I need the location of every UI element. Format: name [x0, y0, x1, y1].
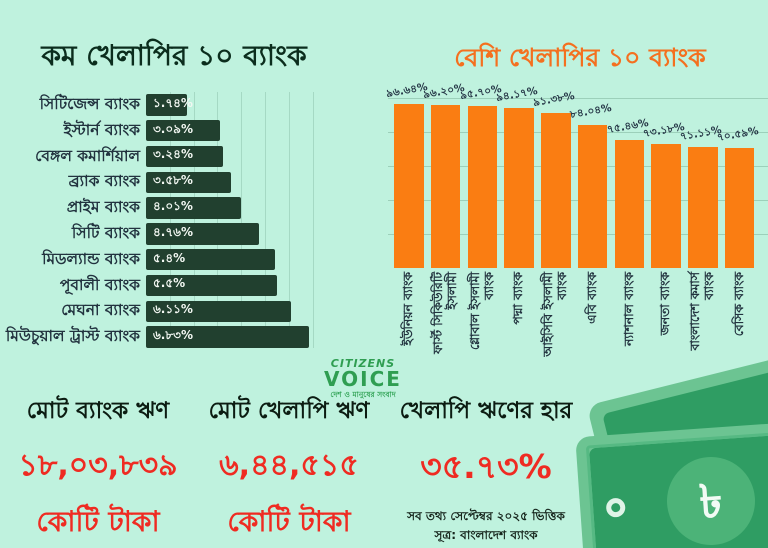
bank-name-label: বেঙ্গল কমার্শিয়াল	[35, 146, 140, 165]
stat-unit: কোটি টাকা	[227, 505, 351, 538]
bank-name-label: ফার্স্ট সিকিউরিটি ইসলামী	[431, 272, 459, 354]
source-note: সূত্র: বাংলাদেশ ব্যাংক	[434, 527, 538, 542]
left-chart-row: মিডল্যান্ড ব্যাংক ৫.৪%	[0, 247, 360, 273]
left-chart-row: প্রাইম ব্যাংক ৪.০১%	[0, 195, 360, 221]
stat-unit: কোটি টাকা	[36, 505, 160, 538]
low-default-bar: ৩.০৯%	[146, 119, 220, 142]
bank-name-label: আইসিবি ইসলামী ব্যাংক	[541, 272, 569, 357]
high-default-bar	[577, 125, 608, 268]
stat-value: ১৮,০৩,৮৩৯	[18, 448, 178, 483]
left-chart-row: ব্র্যাক ব্যাংক ৩.৫৮%	[0, 169, 360, 195]
bank-name-label: মেঘনা ব্যাংক	[61, 301, 140, 320]
left-chart-gridline	[288, 92, 290, 348]
bank-name-label: জনতা ব্যাংক	[658, 272, 673, 336]
left-chart-gridline	[241, 92, 243, 348]
stat-value: ৩৫.৭৩%	[420, 447, 552, 486]
low-default-bar: ৩.২৪%	[146, 145, 224, 168]
bank-name-label: এবি ব্যাংক	[584, 272, 599, 324]
left-chart-row: মেঘনা ব্যাংক ৬.১১%	[0, 298, 360, 324]
left-chart-row: পূবালী ব্যাংক ৫.৫%	[0, 273, 360, 299]
left-chart-gridline	[169, 92, 171, 348]
bank-name-label: পদ্মা ব্যাংক	[511, 272, 526, 325]
bank-name-label: মিউচুয়াল ট্রাস্ট ব্যাংক	[5, 327, 140, 346]
banknote-front: ৳	[575, 419, 768, 548]
low-default-bar: ১.৭৪%	[146, 94, 193, 116]
low-default-bar: ৬.৮৩%	[146, 326, 309, 348]
bank-name-label: সিটিজেন্স ব্যাংক	[39, 95, 140, 113]
stat-label: খেলাপি ঋণের হার	[399, 398, 573, 424]
high-default-banks-chart: ৯৬.৬৪% ইউনিয়ন ব্যাংক ৯৬.২০% ফার্স্ট সিকিউর…	[384, 81, 768, 380]
left-chart-row: সিটি ব্যাংক ৪.৭৬%	[0, 221, 360, 247]
logo-brand-main: VOICE	[324, 367, 402, 391]
left-chart-gridline	[217, 92, 219, 348]
stat-value: ৬,৪৪,৫১৫	[219, 448, 359, 483]
low-default-banks-chart: সিটিজেন্স ব্যাংক ১.৭৪% ইস্টার্ন ব্যাংক ৩.০৯…	[0, 92, 360, 354]
taka-symbol-icon: ৳	[697, 473, 725, 529]
left-chart-gridline	[312, 92, 314, 348]
low-default-bar: ৬.১১%	[146, 300, 292, 323]
stat-label: মোট ব্যাংক ঋণ	[26, 398, 170, 424]
low-default-bar: ৫.৫%	[146, 274, 277, 297]
bar-value-label: ৪.০১%	[153, 199, 193, 214]
right-chart-gridline	[388, 98, 768, 100]
bank-name-label: ন্যাশনাল ব্যাংক	[621, 272, 636, 346]
bar-value-label: ১.৭৪%	[153, 95, 193, 110]
high-default-bar	[467, 105, 497, 268]
low-default-bar: ৪.৭৬%	[146, 223, 260, 245]
high-default-bar	[394, 104, 424, 268]
low-default-bar: ৩.৫৮%	[146, 171, 232, 194]
citizens-voice-logo: CITIZENS VOICE দেশ ও মানুষের সংবাদ	[308, 358, 418, 400]
bank-name-label: বাংলাদেশ কমার্স ব্যাংক	[688, 272, 716, 351]
left-chart-row: মিউচুয়াল ট্রাস্ট ব্যাংক ৬.৮৩%	[0, 324, 360, 350]
high-default-bar	[504, 108, 534, 268]
left-chart-gridline	[265, 92, 266, 348]
high-default-bar	[430, 104, 461, 268]
high-default-bar	[614, 139, 644, 268]
left-chart-row: সিটিজেন্স ব্যাংক ১.৭৪%	[0, 92, 360, 118]
stat-total-bank-loans: মোট ব্যাংক ঋণ ১৮,০৩,৮৩৯ কোটি টাকা	[6, 392, 190, 547]
bar-value-label: ৫.৫%	[153, 276, 186, 291]
high-default-bar	[541, 112, 571, 268]
high-default-bar	[688, 147, 718, 268]
logo-brand-top: CITIZENS	[330, 357, 396, 370]
bar-value-label: ৩.৫৮%	[153, 173, 193, 188]
bank-name-label: পূবালী ব্যাংক	[59, 275, 140, 294]
bar-value-label: ৩.২৪%	[153, 147, 193, 162]
logo-tagline: দেশ ও মানুষের সংবাদ	[330, 390, 396, 399]
left-chart-row: ইস্টার্ন ব্যাংক ৩.০৯%	[0, 118, 360, 144]
bank-name-label: ইউনিয়ন ব্যাংক	[401, 272, 415, 346]
data-basis-note: সব তথ্য সেপ্টেম্বর ২০২৫ ভিত্তিক	[407, 509, 565, 523]
high-default-bar	[651, 143, 681, 268]
bank-name-label: প্রাইম ব্যাংক	[66, 198, 140, 217]
left-chart-row: বেঙ্গল কমার্শিয়াল ৩.২৪%	[0, 144, 360, 170]
bar-value-label: ৩.০৯%	[153, 121, 193, 136]
bank-name-label: বেসিক ব্যাংক	[731, 272, 746, 337]
bank-name-label: মিডল্যান্ড ব্যাংক	[42, 249, 140, 268]
bar-value-label: ৪.৭৬%	[153, 224, 193, 239]
bank-name-label: সিটি ব্যাংক	[71, 224, 140, 242]
right-chart-title: বেশি খেলাপির ১০ ব্যাংক	[454, 43, 706, 72]
left-chart-title: কম খেলাপির ১০ ব্যাংক	[41, 39, 307, 72]
bar-value-label: ৬.৮৩%	[153, 328, 193, 343]
left-chart-gridline	[193, 92, 195, 348]
bar-value-label: ৬.১১%	[153, 302, 193, 317]
stat-total-default-loans: মোট খেলাপি ঋণ ৬,৪৪,৫১৫ কোটি টাকা	[194, 392, 384, 547]
bank-name-label: ইস্টার্ন ব্যাংক	[63, 120, 140, 139]
stat-default-loan-rate: খেলাপি ঋণের হার ৩৫.৭৩% সব তথ্য সেপ্টেম্ব…	[388, 392, 584, 544]
bank-name-label: গ্লোবাল ইসলামী ব্যাংক	[467, 272, 496, 350]
bar-value-label: ৫.৪%	[153, 250, 186, 265]
stat-label: মোট খেলাপি ঋণ	[208, 398, 370, 424]
bank-name-label: ব্র্যাক ব্যাংক	[68, 172, 140, 191]
low-default-bar: ৫.৪%	[146, 248, 275, 271]
low-default-bar: ৪.০১%	[146, 197, 242, 219]
high-default-bar	[724, 148, 755, 268]
